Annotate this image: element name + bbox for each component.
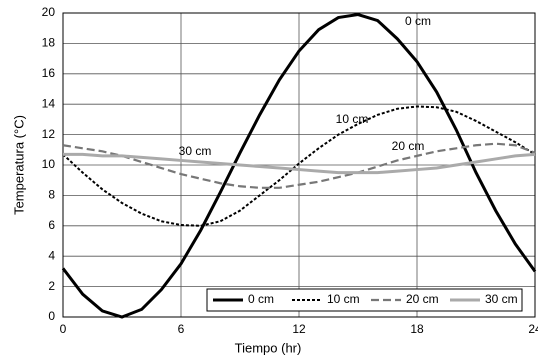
y-tick-label: 18 (42, 36, 56, 50)
x-tick-label: 18 (410, 322, 424, 336)
y-tick-label: 20 (42, 5, 56, 19)
y-tick-label: 8 (48, 188, 55, 202)
series-line (62, 142, 536, 189)
y-tick-label: 14 (42, 96, 56, 110)
legend-label: 20 cm (406, 292, 439, 306)
y-tick-label: 0 (48, 309, 55, 323)
x-axis-title: Tiempo (hr) (235, 340, 302, 355)
plot-frame (62, 12, 536, 318)
y-tick-label: 12 (42, 127, 56, 141)
y-tick-label: 2 (48, 279, 55, 293)
series-line (63, 152, 536, 175)
y-tick-label: 10 (42, 157, 56, 171)
y-tick-label: 16 (42, 66, 56, 80)
y-tick-label: 4 (48, 248, 55, 262)
x-tick-label: 6 (178, 322, 185, 336)
x-tick-label: 24 (528, 322, 538, 336)
y-axis-title: Temperatura (°C) (11, 115, 26, 215)
legend-label: 0 cm (248, 292, 274, 306)
annotation: 10 cm (336, 112, 369, 126)
series-line (61, 12, 537, 319)
annotation: 30 cm (179, 144, 212, 158)
legend-label: 10 cm (327, 292, 360, 306)
annotation: 0 cm (405, 14, 431, 28)
legend-label: 30 cm (485, 292, 518, 306)
annotation: 20 cm (392, 139, 425, 153)
x-tick-label: 12 (292, 322, 306, 336)
legend-box (206, 288, 523, 312)
series-line (62, 105, 536, 227)
y-tick-label: 6 (48, 218, 55, 232)
x-tick-label: 0 (60, 322, 67, 336)
